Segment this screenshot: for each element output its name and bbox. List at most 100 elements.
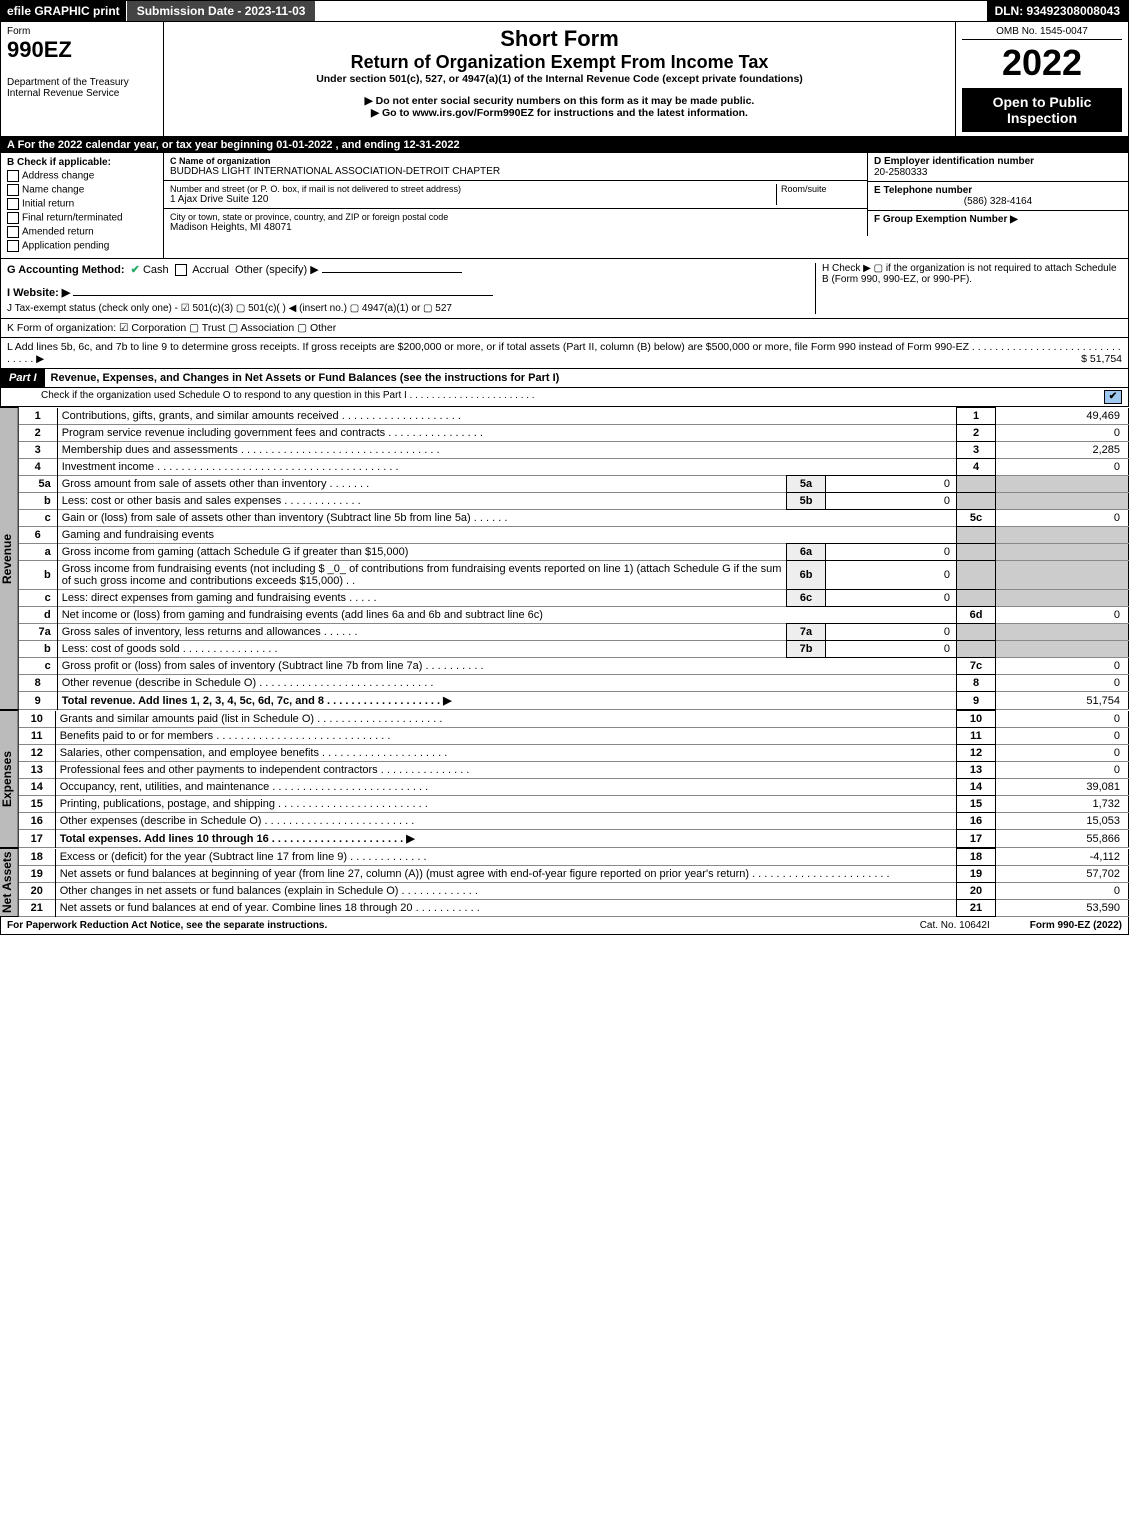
chk-name-change[interactable]: Name change (7, 184, 157, 196)
l-row: L Add lines 5b, 6c, and 7b to line 9 to … (0, 338, 1129, 369)
section-ghij: G Accounting Method: Cash Accrual Other … (0, 259, 1129, 319)
line-5c: cGain or (loss) from sale of assets othe… (19, 510, 1129, 527)
line-12: 12Salaries, other compensation, and empl… (19, 745, 1129, 762)
part-i-title: Revenue, Expenses, and Changes in Net As… (45, 369, 1128, 387)
chk-amended-return[interactable]: Amended return (7, 226, 157, 238)
return-title: Return of Organization Exempt From Incom… (170, 52, 949, 73)
dept-line1: Department of the Treasury (7, 77, 157, 88)
dln-label: DLN: 93492308008043 (987, 1, 1128, 21)
b-label: B Check if applicable: (7, 157, 157, 168)
f-label: F Group Exemption Number ▶ (874, 214, 1122, 225)
footer-formnum: Form 990-EZ (2022) (1030, 920, 1122, 931)
line-7a: 7aGross sales of inventory, less returns… (19, 624, 1129, 641)
part-i-label: Part I (1, 369, 45, 387)
submission-date: Submission Date - 2023-11-03 (126, 1, 316, 21)
e-phone-row: E Telephone number (586) 328-4164 (868, 182, 1128, 211)
j-row: J Tax-exempt status (check only one) - ☑… (7, 303, 815, 314)
city-value: Madison Heights, MI 48071 (170, 222, 861, 233)
line-16: 16Other expenses (describe in Schedule O… (19, 813, 1129, 830)
header-left: Form 990EZ Department of the Treasury In… (1, 22, 164, 136)
footer: For Paperwork Reduction Act Notice, see … (0, 917, 1129, 935)
chk-application-pending-label: Application pending (22, 241, 109, 252)
footer-left: For Paperwork Reduction Act Notice, see … (7, 920, 327, 931)
line-9: 9Total revenue. Add lines 1, 2, 3, 4, 5c… (19, 692, 1129, 710)
g-other: Other (specify) ▶ (235, 264, 319, 276)
form-header: Form 990EZ Department of the Treasury In… (0, 22, 1129, 137)
col-c-wrapper: C Name of organization BUDDHAS LIGHT INT… (164, 153, 1128, 258)
line-6: 6Gaming and fundraising events (19, 527, 1129, 544)
k-row: K Form of organization: ☑ Corporation ▢ … (0, 319, 1129, 338)
omb-number: OMB No. 1545-0047 (962, 26, 1122, 40)
chk-address-change-label: Address change (22, 171, 94, 182)
header-right: OMB No. 1545-0047 2022 Open to Public In… (955, 22, 1128, 136)
revenue-table: 1Contributions, gifts, grants, and simil… (19, 407, 1129, 710)
org-name: BUDDHAS LIGHT INTERNATIONAL ASSOCIATION-… (170, 166, 861, 177)
e-label: E Telephone number (874, 185, 1122, 196)
netassets-section: Net Assets 18Excess or (deficit) for the… (0, 848, 1129, 917)
instr1: ▶ Do not enter social security numbers o… (170, 95, 949, 107)
chk-initial-return[interactable]: Initial return (7, 198, 157, 210)
chk-final-return-label: Final return/terminated (22, 213, 123, 224)
form-word: Form (7, 26, 157, 37)
netassets-table: 18Excess or (deficit) for the year (Subt… (19, 848, 1129, 917)
section-bcdef: B Check if applicable: Address change Na… (0, 153, 1129, 259)
line-8: 8Other revenue (describe in Schedule O) … (19, 675, 1129, 692)
accrual-checkbox[interactable] (175, 264, 187, 276)
col-def: D Employer identification number 20-2580… (867, 153, 1128, 236)
chk-address-change[interactable]: Address change (7, 170, 157, 182)
line-4: 4Investment income . . . . . . . . . . .… (19, 459, 1129, 476)
g-row: G Accounting Method: Cash Accrual Other … (7, 263, 815, 276)
line-5a: 5aGross amount from sale of assets other… (19, 476, 1129, 493)
cash-check-icon (131, 264, 140, 276)
room-label: Room/suite (781, 184, 861, 194)
d-label: D Employer identification number (874, 156, 1122, 167)
line-1: 1Contributions, gifts, grants, and simil… (19, 408, 1129, 425)
dept-line2: Internal Revenue Service (7, 88, 157, 99)
tax-year: 2022 (962, 42, 1122, 84)
expenses-table: 10Grants and similar amounts paid (list … (19, 710, 1129, 848)
part-i-check-text: Check if the organization used Schedule … (41, 390, 535, 404)
chk-name-change-label: Name change (22, 185, 84, 196)
f-group-row: F Group Exemption Number ▶ (868, 211, 1128, 228)
line-11: 11Benefits paid to or for members . . . … (19, 728, 1129, 745)
revenue-section: Revenue 1Contributions, gifts, grants, a… (0, 407, 1129, 710)
open-public: Open to Public Inspection (962, 88, 1122, 132)
part-i-check-row: Check if the organization used Schedule … (0, 388, 1129, 407)
revenue-tab: Revenue (0, 407, 19, 710)
part-i-checkbox[interactable]: ✔ (1104, 390, 1122, 404)
line-15: 15Printing, publications, postage, and s… (19, 796, 1129, 813)
chk-application-pending[interactable]: Application pending (7, 240, 157, 252)
c-name-row: C Name of organization BUDDHAS LIGHT INT… (164, 153, 867, 181)
website-input[interactable] (73, 295, 493, 296)
g-accrual: Accrual (192, 264, 229, 276)
line-6c: cLess: direct expenses from gaming and f… (19, 590, 1129, 607)
expenses-section: Expenses 10Grants and similar amounts pa… (0, 710, 1129, 848)
d-ein-row: D Employer identification number 20-2580… (868, 153, 1128, 182)
g-other-input[interactable] (322, 272, 462, 273)
phone-value: (586) 328-4164 (874, 196, 1122, 207)
efile-label[interactable]: efile GRAPHIC print (1, 1, 126, 21)
line-14: 14Occupancy, rent, utilities, and mainte… (19, 779, 1129, 796)
line-3: 3Membership dues and assessments . . . .… (19, 442, 1129, 459)
topbar: efile GRAPHIC print Submission Date - 20… (0, 0, 1129, 22)
addr-label: Number and street (or P. O. box, if mail… (170, 184, 776, 194)
c-city-row: City or town, state or province, country… (164, 209, 867, 236)
line-19: 19Net assets or fund balances at beginni… (19, 866, 1129, 883)
line-2: 2Program service revenue including gover… (19, 425, 1129, 442)
netassets-tab: Net Assets (0, 848, 19, 917)
line-6b: bGross income from fundraising events (n… (19, 561, 1129, 590)
topbar-left: efile GRAPHIC print Submission Date - 20… (1, 1, 315, 21)
footer-catno: Cat. No. 10642I (920, 920, 990, 931)
chk-final-return[interactable]: Final return/terminated (7, 212, 157, 224)
g-label: G Accounting Method: (7, 264, 125, 276)
chk-initial-return-label: Initial return (22, 199, 74, 210)
line-7b: bLess: cost of goods sold . . . . . . . … (19, 641, 1129, 658)
form-number: 990EZ (7, 37, 157, 63)
l-value: $ 51,754 (1081, 353, 1122, 365)
addr-value: 1 Ajax Drive Suite 120 (170, 194, 776, 205)
line-5b: bLess: cost or other basis and sales exp… (19, 493, 1129, 510)
ein-value: 20-2580333 (874, 167, 1122, 178)
i-row: I Website: ▶ (7, 286, 815, 299)
h-box: H Check ▶ ▢ if the organization is not r… (815, 263, 1122, 314)
g-cash: Cash (143, 264, 169, 276)
